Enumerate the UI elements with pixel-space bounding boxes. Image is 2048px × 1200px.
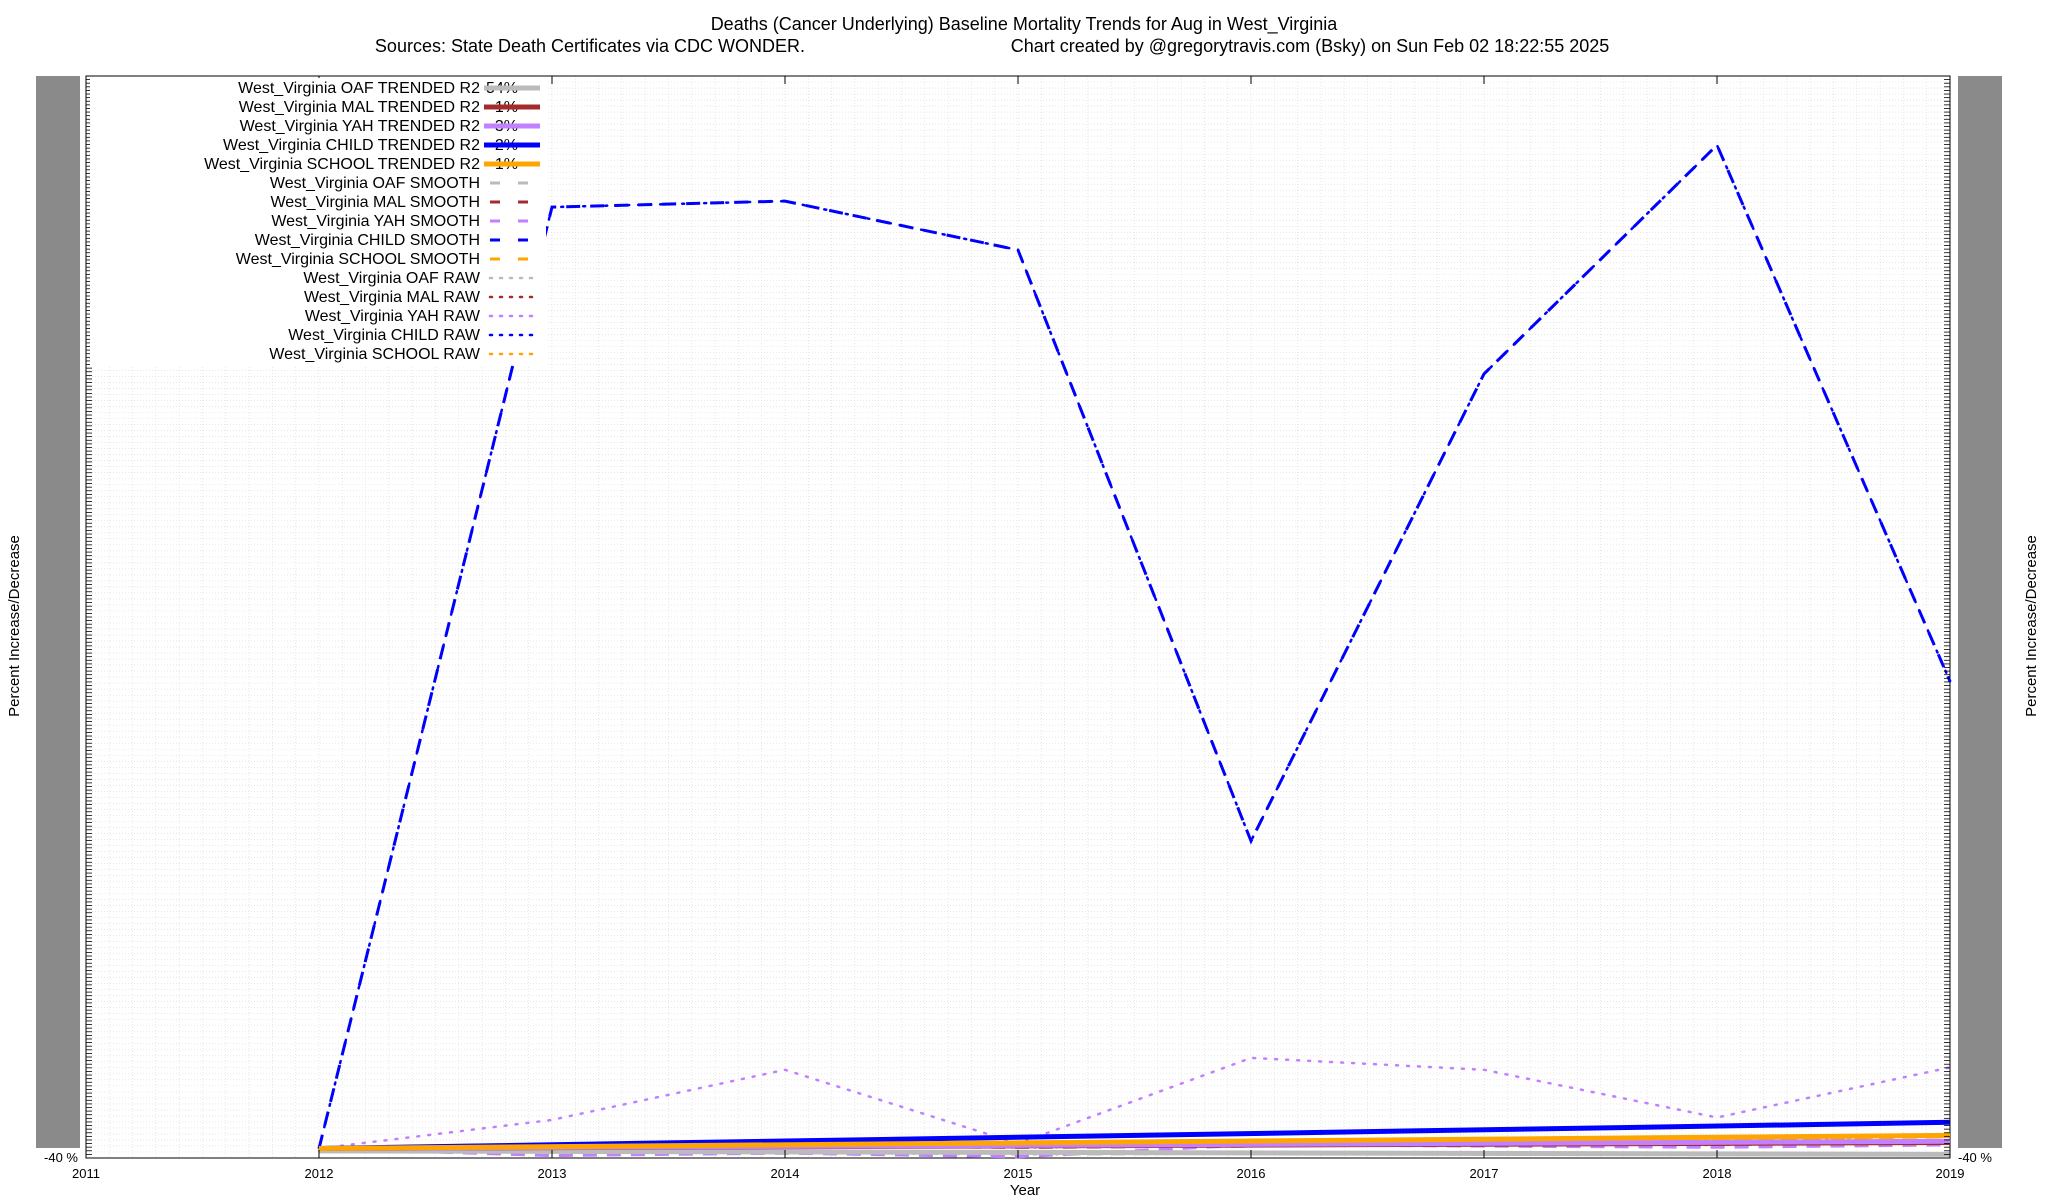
x-tick-label: 2011: [72, 1166, 100, 1181]
legend: West_Virginia OAF TRENDED R254%West_Virg…: [90, 78, 546, 365]
x-axis: 2011 2012 2013 2014 2015 2016 2017 2018 2019: [72, 76, 1964, 1181]
legend-label: West_Virginia OAF RAW: [303, 270, 481, 287]
legend-label: West_Virginia MAL TRENDED R2: [239, 99, 480, 116]
legend-label: West_Virginia SCHOOL SMOOTH: [236, 251, 480, 268]
legend-label: West_Virginia YAH RAW: [305, 308, 481, 325]
y2-tick-label-band: [1958, 76, 2002, 1148]
series-line-west-virginia-child-smooth: [317, 142, 1952, 1149]
legend-label: West_Virginia OAF SMOOTH: [270, 175, 480, 192]
x-tick-label: 2012: [305, 1166, 334, 1181]
legend-label: West_Virginia OAF TRENDED R2: [238, 80, 480, 97]
series-line-west-virginia-child-raw: [317, 142, 1952, 1150]
series-layer: [317, 142, 1952, 1159]
legend-label: West_Virginia MAL SMOOTH: [270, 194, 480, 211]
legend-label: West_Virginia CHILD TRENDED R2: [223, 137, 480, 154]
legend-label: West_Virginia YAH SMOOTH: [271, 213, 480, 230]
y-tick-label-band: [36, 76, 80, 1148]
series-line-west-virginia-yah-raw: [317, 1056, 1952, 1150]
series-line-west-virginia-school-trended-r2: [318, 1132, 1951, 1151]
y2-axis-title: Percent Increase/Decrease: [2023, 535, 2040, 717]
series-line-west-virginia-oaf-trended-r2: [318, 1148, 1951, 1157]
legend-background: [90, 78, 546, 365]
legend-label: West_Virginia CHILD SMOOTH: [255, 232, 480, 249]
x-tick-label: 2019: [1936, 1166, 1965, 1181]
grid: [85, 75, 1951, 1159]
chart-subtitle-sources: Sources: State Death Certificates via CD…: [375, 36, 805, 56]
legend-label: West_Virginia CHILD RAW: [288, 327, 481, 344]
x-tick-label: 2016: [1237, 1166, 1266, 1181]
legend-label: West_Virginia SCHOOL RAW: [269, 346, 481, 363]
y-tick-label: -40 %: [44, 1150, 78, 1165]
x-tick-label: 2014: [771, 1166, 800, 1181]
x-tick-label: 2018: [1703, 1166, 1732, 1181]
y-axis: -40 % -40 %: [36, 75, 2002, 1165]
legend-label: West_Virginia MAL RAW: [304, 289, 481, 306]
y2-tick-label: -40 %: [1958, 1150, 1992, 1165]
series-line-west-virginia-yah-smooth: [318, 1143, 1951, 1159]
legend-label: West_Virginia YAH TRENDED R2: [240, 118, 480, 135]
chart-title: Deaths (Cancer Underlying) Baseline Mort…: [711, 14, 1339, 35]
x-tick-label: 2013: [538, 1166, 567, 1181]
legend-label: West_Virginia SCHOOL TRENDED R2: [204, 156, 480, 173]
x-tick-label: 2017: [1470, 1166, 1499, 1181]
y-axis-title: Percent Increase/Decrease: [6, 535, 23, 717]
x-axis-title: Year: [1010, 1182, 1040, 1199]
x-tick-label: 2015: [1004, 1166, 1033, 1181]
chart-subtitle-credit: Chart created by @gregorytravis.com (Bsk…: [1011, 36, 1610, 56]
